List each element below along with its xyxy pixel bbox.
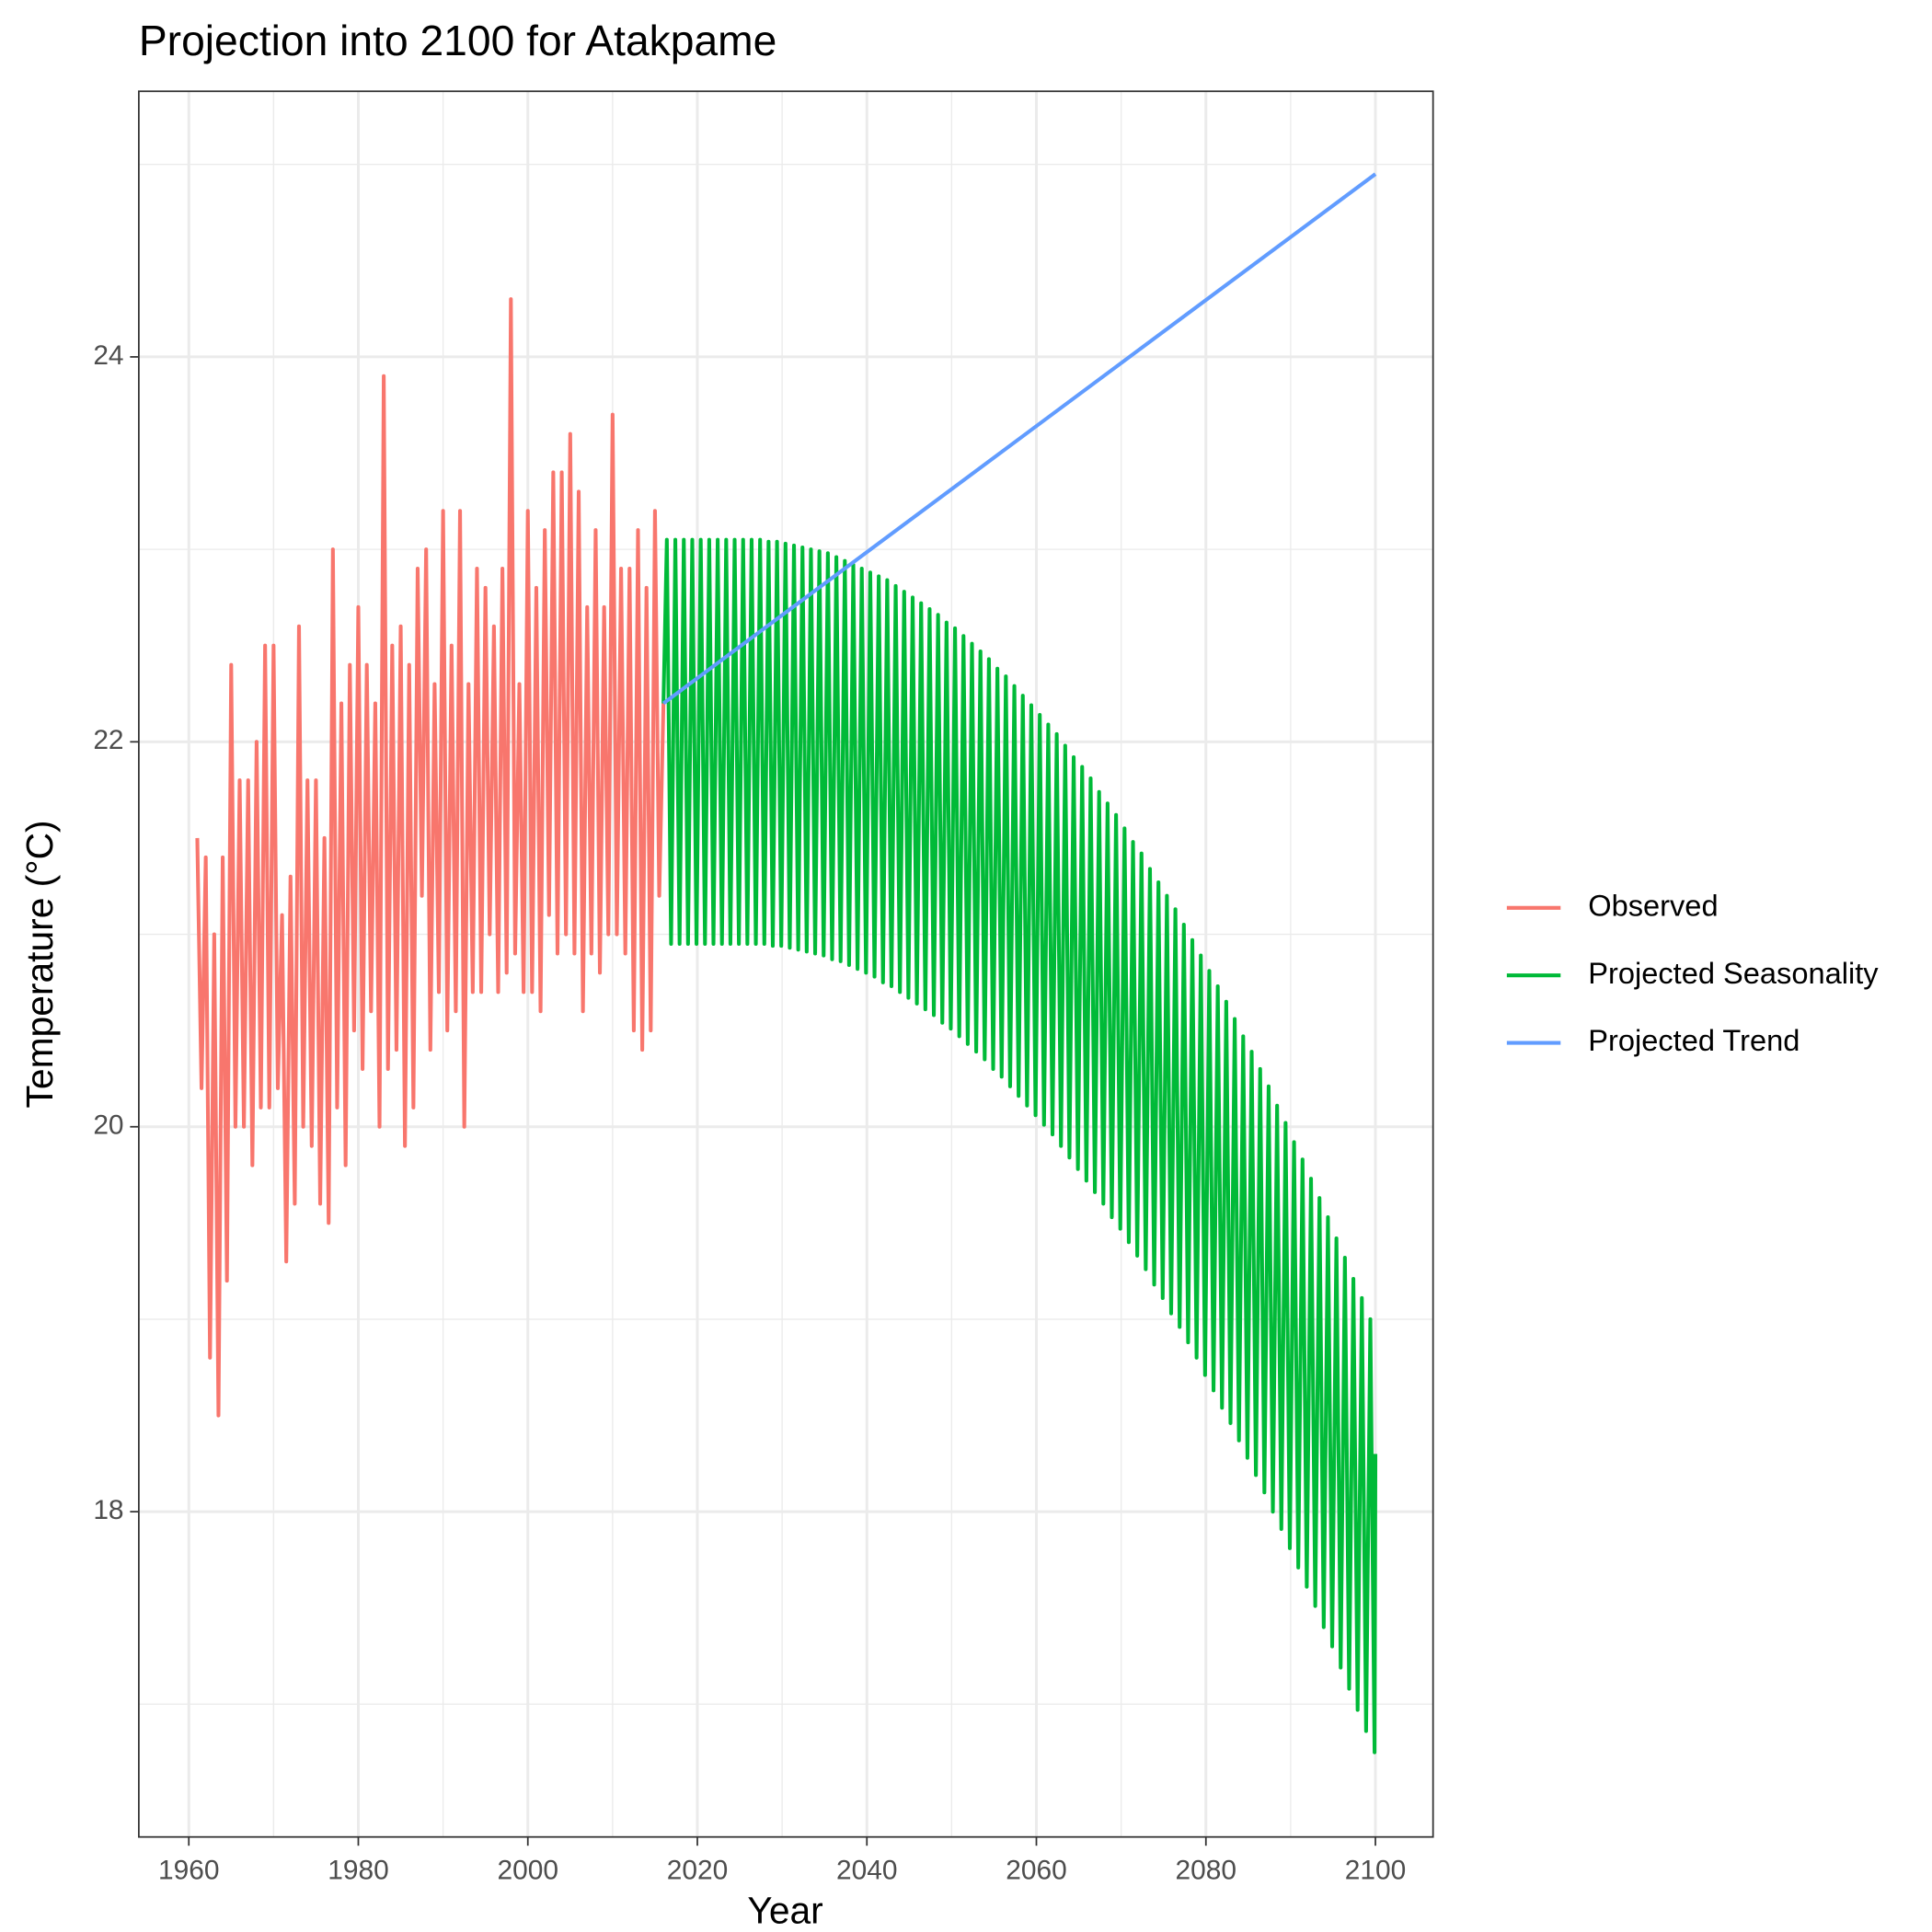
plot-area [195,172,1378,1754]
legend-label: Projected Trend [1588,1023,1800,1057]
x-tick-label: 2000 [497,1856,558,1886]
x-tick-label: 1980 [328,1856,389,1886]
series-line [661,537,1378,1754]
y-tick-label: 18 [93,1495,123,1525]
x-tick-label: 1960 [158,1856,220,1886]
y-tick-label: 20 [93,1110,123,1141]
x-tick-label: 2020 [667,1856,729,1886]
series-line [661,172,1377,706]
x-tick-label: 2080 [1176,1856,1236,1886]
series-line [195,297,666,1418]
x-tick-label: 2100 [1345,1856,1407,1886]
panel-border [137,90,1434,1838]
legend-label: Projected Seasonality [1588,956,1879,990]
legend-label: Observed [1588,888,1718,922]
x-axis-title: Year [747,1889,822,1931]
panel-background [138,91,1433,1837]
axes: 1960 1980 2000 2020 2040 2060 2080 2100 18 20 22 24 [93,340,1406,1886]
y-tick-label: 24 [93,340,123,371]
grid [138,91,1433,1837]
x-tick-label: 2060 [1006,1856,1066,1886]
y-axis-title: Temperature (°C) [18,820,61,1108]
chart-title: Projection into 2100 for Atakpame [139,17,776,64]
y-tick-label: 22 [93,725,123,755]
legend: Observed Projected Seasonality Projected T… [1506,888,1879,1057]
x-tick-label: 2040 [836,1856,898,1886]
